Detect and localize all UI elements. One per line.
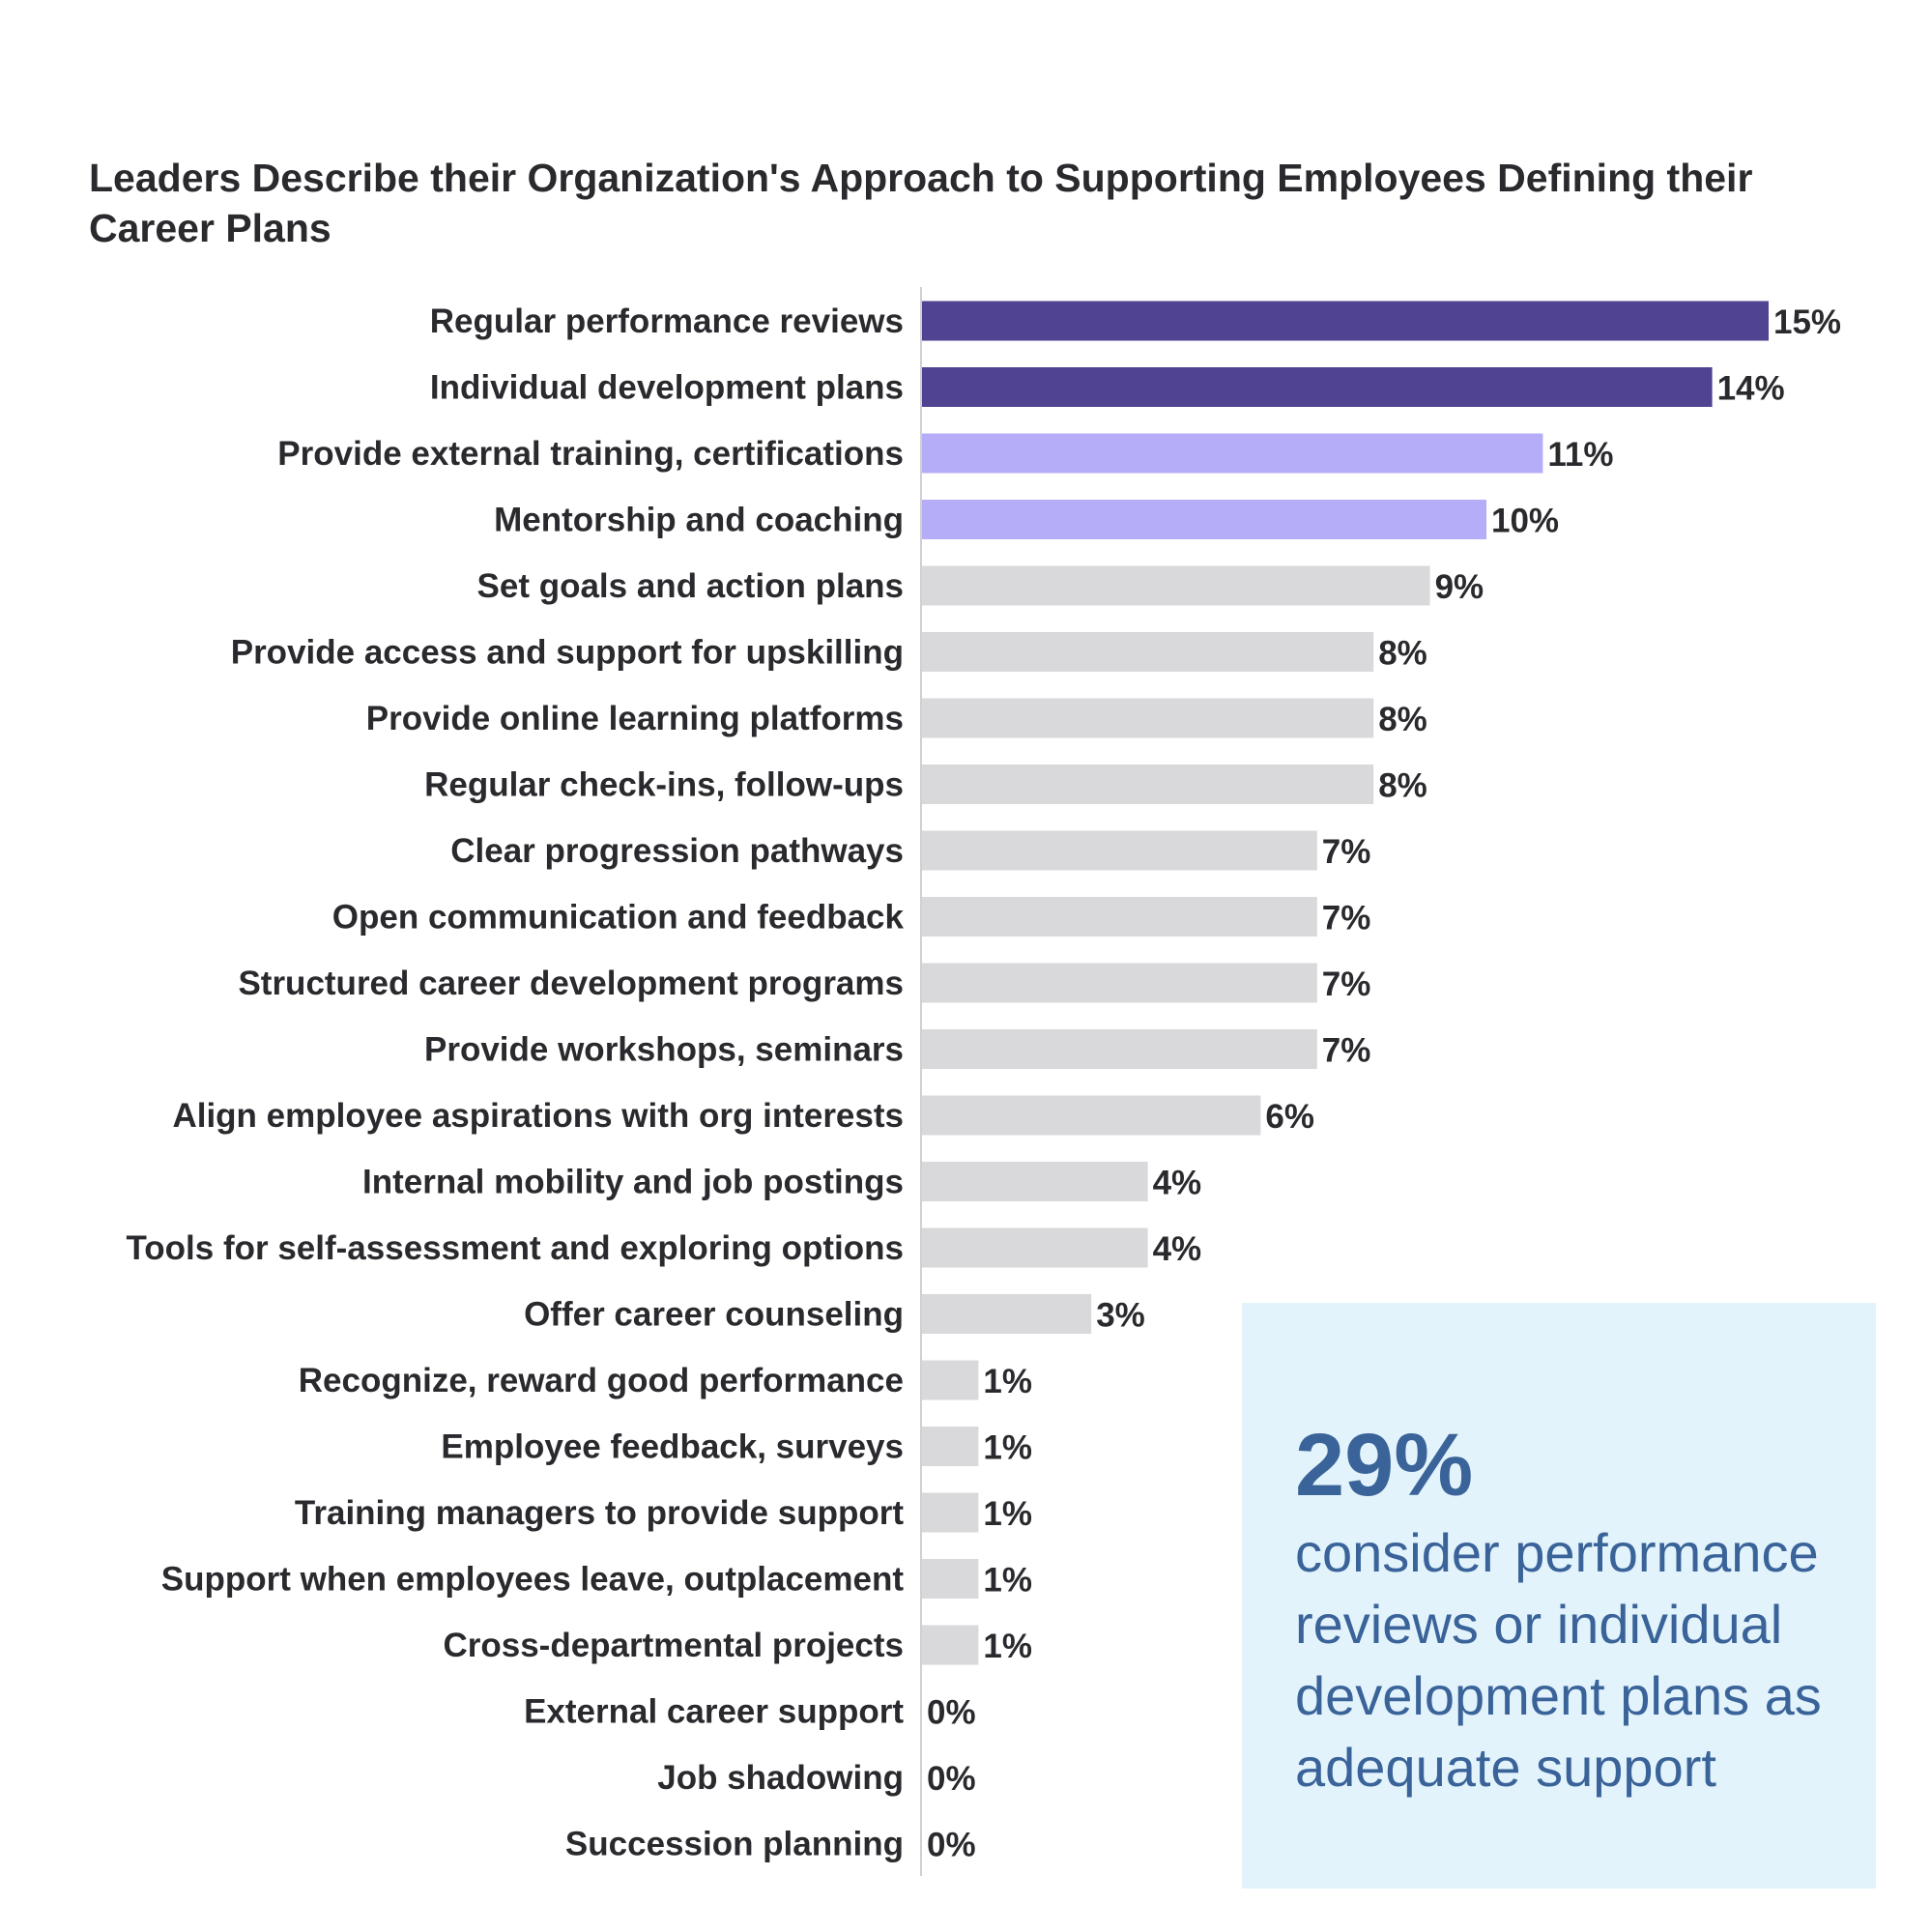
value-label: 7%	[1322, 900, 1371, 937]
value-label: 10%	[1491, 503, 1559, 540]
callout-text: consider performance reviews or individu…	[1295, 1522, 1822, 1798]
value-label: 1%	[983, 1429, 1032, 1467]
category-label: Job shadowing	[657, 1759, 904, 1797]
category-label: Mentorship and coaching	[494, 502, 904, 539]
value-label: 15%	[1773, 303, 1841, 341]
category-label: Offer career counseling	[524, 1296, 904, 1334]
category-label: Provide external training, certification…	[277, 435, 904, 473]
bar	[922, 1360, 979, 1400]
category-label: Align employee aspirations with org inte…	[172, 1097, 904, 1135]
category-label: Provide online learning platforms	[366, 700, 904, 737]
category-label: Regular performance reviews	[430, 303, 904, 340]
bar	[922, 897, 1317, 937]
category-label: Clear progression pathways	[450, 832, 904, 870]
bar	[922, 698, 1374, 738]
value-label: 7%	[1322, 833, 1371, 871]
bar	[922, 500, 1486, 539]
category-label: Internal mobility and job postings	[362, 1164, 904, 1201]
callout-stat: 29%	[1295, 1416, 1474, 1514]
bar	[922, 1427, 979, 1466]
value-label: 6%	[1265, 1098, 1314, 1136]
category-label: Provide access and support for upskillin…	[231, 634, 904, 672]
value-label: 4%	[1153, 1230, 1202, 1268]
category-label: Individual development plans	[430, 369, 904, 407]
bar	[922, 565, 1430, 606]
value-label: 14%	[1717, 370, 1785, 408]
bar	[922, 1625, 979, 1665]
value-label: 1%	[983, 1562, 1032, 1600]
category-label: Set goals and action plans	[477, 567, 904, 605]
bar	[922, 1294, 1092, 1334]
bar	[922, 632, 1374, 672]
category-label: Support when employees leave, outplaceme…	[161, 1561, 905, 1599]
category-label: Open communication and feedback	[332, 899, 905, 937]
value-label: 9%	[1435, 568, 1484, 606]
chart-title: Leaders Describe their Organization's Ap…	[89, 156, 1753, 250]
category-label: Cross-departmental projects	[443, 1627, 904, 1664]
category-label: Tools for self-assessment and exploring …	[127, 1229, 905, 1267]
category-label: Succession planning	[565, 1826, 904, 1863]
value-label: 7%	[1322, 966, 1371, 1003]
bar	[922, 1559, 979, 1599]
value-label: 3%	[1096, 1297, 1145, 1335]
bar	[922, 433, 1543, 474]
category-label: Provide workshops, seminars	[424, 1031, 904, 1069]
bar	[922, 1162, 1148, 1201]
bar	[922, 367, 1713, 407]
bar	[922, 764, 1374, 804]
value-label: 8%	[1378, 701, 1427, 738]
value-label: 0%	[927, 1694, 976, 1732]
bar	[922, 963, 1317, 1003]
value-label: 1%	[983, 1628, 1032, 1665]
value-label: 1%	[983, 1495, 1032, 1533]
category-label: External career support	[524, 1693, 904, 1731]
category-label: Training managers to provide support	[295, 1494, 904, 1532]
category-label: Employee feedback, surveys	[441, 1428, 904, 1466]
category-label: Structured career development programs	[238, 965, 904, 1002]
value-label: 0%	[927, 1760, 976, 1798]
callout-box: 29% consider performance reviews or indi…	[1242, 1303, 1876, 1889]
value-label: 1%	[983, 1363, 1032, 1400]
bar	[922, 1227, 1148, 1268]
bar	[922, 301, 1769, 341]
category-label: Recognize, reward good performance	[299, 1362, 904, 1399]
bar	[922, 830, 1317, 871]
value-label: 8%	[1378, 767, 1427, 805]
value-label: 11%	[1547, 436, 1613, 474]
bar	[922, 1492, 979, 1533]
value-label: 0%	[927, 1827, 976, 1864]
bar	[922, 1095, 1261, 1136]
category-label: Regular check-ins, follow-ups	[424, 766, 904, 804]
value-label: 4%	[1153, 1165, 1202, 1202]
bar	[922, 1029, 1317, 1069]
value-label: 8%	[1378, 635, 1427, 673]
value-label: 7%	[1322, 1032, 1371, 1070]
